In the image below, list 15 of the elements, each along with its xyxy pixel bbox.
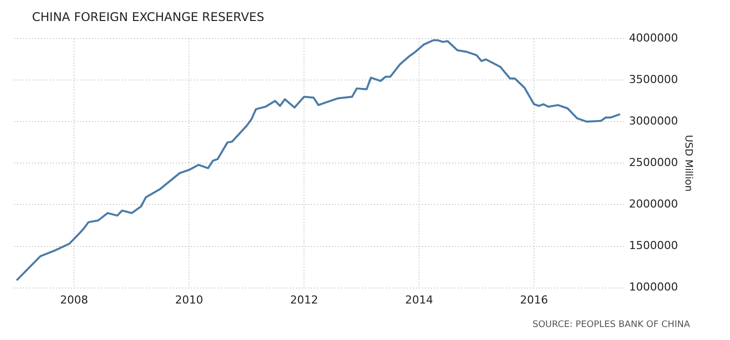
x-tick-label: 2010	[175, 293, 204, 306]
y-tick-label: 3000000	[629, 114, 678, 128]
y-tick-label: 3500000	[629, 72, 678, 86]
x-tick-label: 2014	[405, 293, 434, 306]
source-note: SOURCE: PEOPLES BANK OF CHINA	[532, 320, 690, 330]
y-tick-label: 2500000	[629, 156, 678, 170]
y-tick-label: 1500000	[629, 239, 678, 252]
y-tick-label: 2000000	[629, 198, 678, 211]
x-tick-label: 2016	[520, 293, 548, 306]
chart-title: CHINA FOREIGN EXCHANGE RESERVES	[32, 10, 264, 24]
y-tick-label: 4000000	[629, 31, 678, 44]
x-tick-label: 2008	[60, 293, 88, 306]
y-axis-title: USD Million	[682, 134, 694, 192]
x-tick-label: 2012	[290, 293, 318, 306]
y-tick-label: 1000000	[629, 280, 678, 294]
